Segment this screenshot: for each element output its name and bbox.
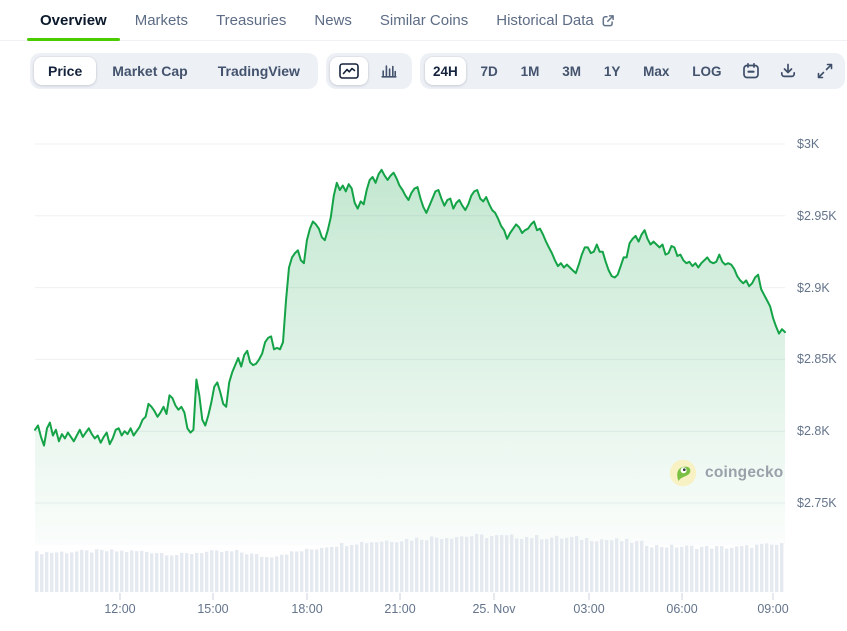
download-icon <box>779 62 797 80</box>
watermark-text: coingecko <box>705 464 784 481</box>
bar-chart-button[interactable] <box>370 57 408 85</box>
y-axis-tick-label: $2.8K <box>797 424 830 439</box>
x-axis-ticks <box>119 593 774 600</box>
x-axis-tick-label: 06:00 <box>666 602 698 616</box>
time-range-group: 24H 7D 1M 3M 1Y Max LOG <box>419 53 845 89</box>
range-1y[interactable]: 1Y <box>603 63 621 79</box>
range-7d[interactable]: 7D <box>480 63 498 79</box>
line-chart-button[interactable] <box>329 57 368 85</box>
tab-treasuries[interactable]: Treasuries <box>202 0 300 40</box>
x-axis-tick-label: 03:00 <box>573 602 605 616</box>
tab-label: Markets <box>134 11 189 29</box>
chart-toolbar: Price Market Cap TradingView 24H 7D 1M 3M 1Y Ma… <box>30 53 845 89</box>
x-axis-tick-label: 09:00 <box>757 602 789 616</box>
x-axis-tick-label: 25. Nov <box>472 602 516 616</box>
x-axis-tick-label: 12:00 <box>104 602 136 616</box>
chart-type-toggle-group <box>325 53 412 89</box>
y-axis-tick-label: $2.75K <box>797 496 837 510</box>
x-axis-tick-label: 18:00 <box>291 602 323 616</box>
tab-overview[interactable]: Overview <box>26 0 121 41</box>
download-button[interactable] <box>773 57 803 85</box>
range-24h[interactable]: 24H <box>424 57 466 85</box>
tab-label: Similar Coins <box>379 11 469 29</box>
y-axis-tick-label: $2.85K <box>797 352 837 367</box>
tab-similar-coins[interactable]: Similar Coins <box>366 0 482 40</box>
metric-tab-tradingview[interactable]: TradingView <box>217 63 300 79</box>
tab-markets[interactable]: Markets <box>121 0 202 40</box>
tab-label: Treasuries <box>216 11 287 29</box>
y-axis-tick-label: $2.95K <box>797 208 837 223</box>
metric-tab-price[interactable]: Price <box>34 57 97 85</box>
y-axis-tick-label: $2.9K <box>797 280 830 295</box>
price-area-fill <box>35 169 785 546</box>
x-axis-tick-label: 15:00 <box>197 602 229 616</box>
volume-bars <box>35 533 784 592</box>
bar-chart-icon <box>380 63 398 79</box>
line-chart-icon <box>339 63 359 79</box>
calendar-button[interactable] <box>736 57 766 85</box>
tab-label: Overview <box>40 11 107 29</box>
page-tabs: Overview Markets Treasuries News Similar Coi… <box>0 0 847 41</box>
coingecko-watermark: coingecko <box>669 459 783 487</box>
price-line <box>34 168 786 447</box>
log-scale-toggle[interactable]: LOG <box>692 63 722 79</box>
coingecko-logo-icon <box>669 459 697 487</box>
tab-label: Historical Data <box>496 11 594 29</box>
tab-historical-data[interactable]: Historical Data <box>482 0 629 40</box>
range-3m[interactable]: 3M <box>562 63 581 79</box>
tab-label: News <box>314 11 352 29</box>
x-axis-tick-label: 21:00 <box>384 602 416 616</box>
range-1m[interactable]: 1M <box>520 63 540 79</box>
metric-tab-market-cap[interactable]: Market Cap <box>112 63 188 79</box>
fullscreen-icon <box>816 62 834 80</box>
y-axis-tick-label: $3K <box>797 137 820 151</box>
fullscreen-button[interactable] <box>810 57 840 85</box>
range-max[interactable]: Max <box>643 63 670 79</box>
tab-news[interactable]: News <box>300 0 366 40</box>
metric-toggle-group: Price Market Cap TradingView <box>30 53 318 89</box>
calendar-icon <box>742 62 760 80</box>
external-link-icon <box>601 14 615 28</box>
